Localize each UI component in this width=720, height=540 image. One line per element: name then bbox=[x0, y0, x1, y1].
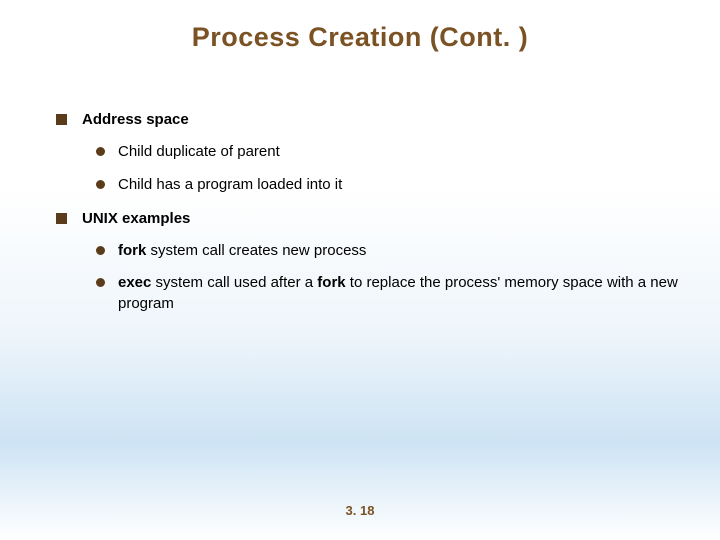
slide: Process Creation (Cont. ) Address space C… bbox=[0, 0, 720, 540]
bullet-lvl1: Address space bbox=[56, 110, 680, 130]
bullet-lvl1: UNIX examples bbox=[56, 209, 680, 229]
text-run: system call creates new process bbox=[146, 242, 366, 259]
text-run: system call used after a bbox=[151, 274, 317, 291]
bullet-lvl2: Child has a program loaded into it bbox=[96, 175, 680, 195]
page-number: 3. 18 bbox=[0, 503, 720, 518]
bullet-lvl2: fork system call creates new process bbox=[96, 241, 680, 261]
bullet-lvl2-group: Child duplicate of parent Child has a pro… bbox=[96, 142, 680, 195]
bullet-lvl2: Child duplicate of parent bbox=[96, 142, 680, 162]
text-run: fork bbox=[317, 274, 345, 291]
text-run: exec bbox=[118, 274, 151, 291]
bullet-lvl2-group: fork system call creates new process exec… bbox=[96, 241, 680, 314]
bullet-lvl2: exec system call used after a fork to re… bbox=[96, 273, 680, 314]
slide-content: Address spaceChild duplicate of parentCh… bbox=[56, 110, 680, 328]
slide-title: Process Creation (Cont. ) bbox=[0, 0, 720, 53]
text-run: Child duplicate of parent bbox=[118, 143, 280, 160]
text-run: Child has a program loaded into it bbox=[118, 176, 342, 193]
text-run: fork bbox=[118, 242, 146, 259]
